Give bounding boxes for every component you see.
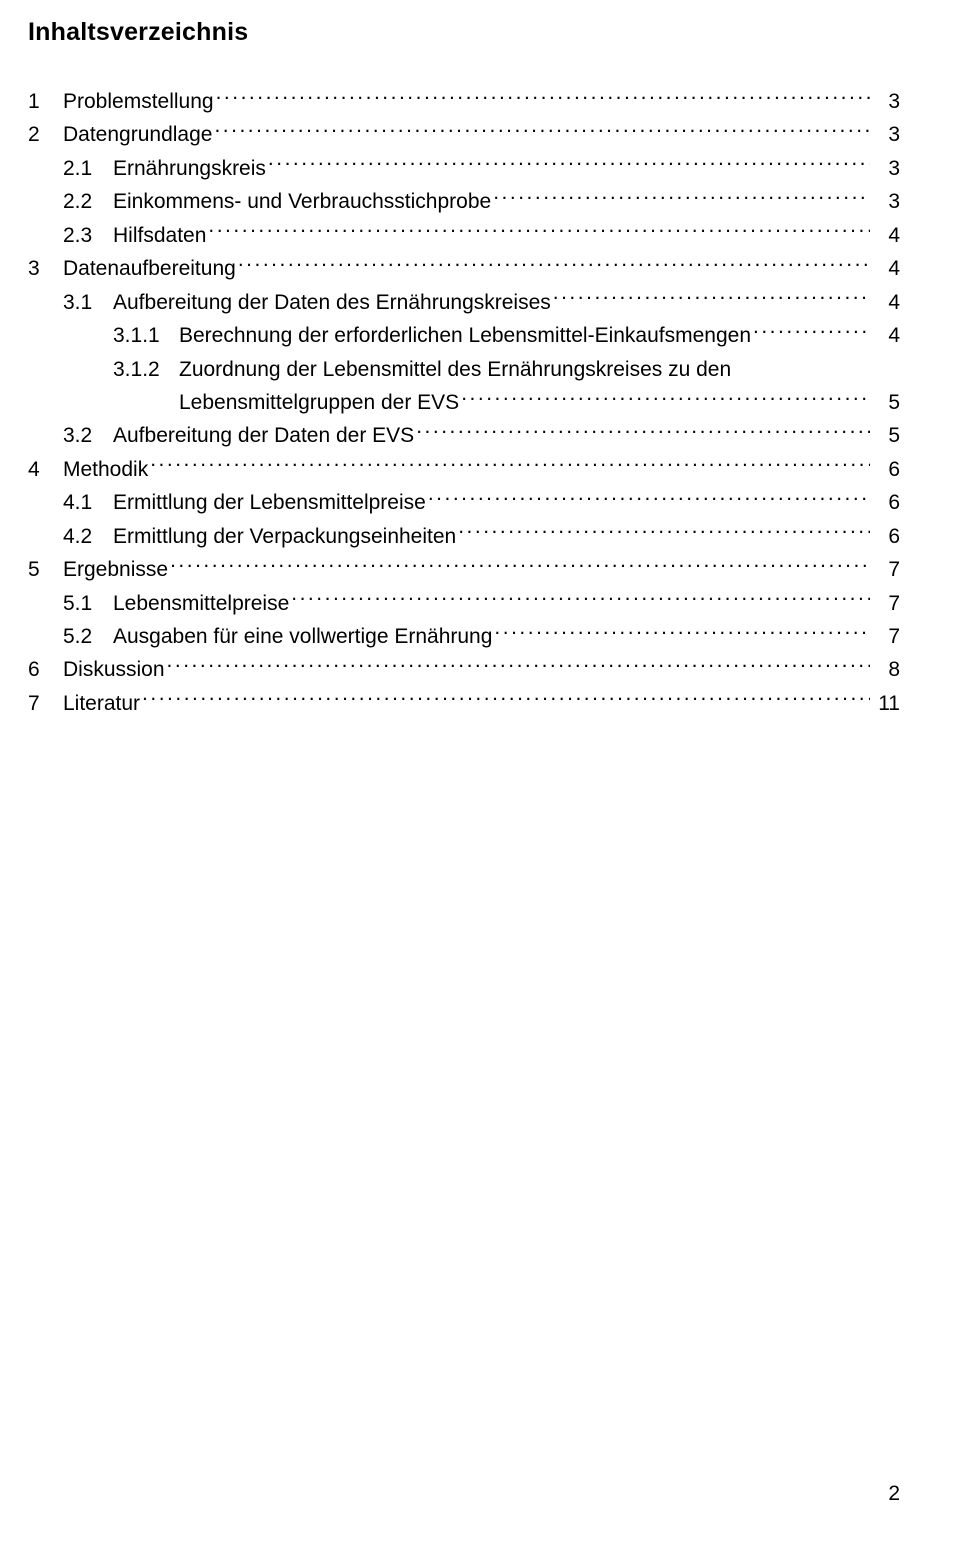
toc-leader-dots (493, 187, 870, 208)
toc-row: 3.1.1 Berechnung der erforderlichen Lebe… (28, 321, 900, 351)
toc-row: 2.2 Einkommens- und Verbrauchsstichprobe… (28, 187, 900, 217)
toc-row: 4.1 Ermittlung der Lebensmittelpreise 6 (28, 488, 900, 518)
toc-page: 5 (870, 421, 900, 451)
toc-page: 11 (870, 689, 900, 719)
toc-page: 6 (870, 488, 900, 518)
toc-number: 3.1 (63, 288, 113, 318)
toc-label: Hilfsdaten (113, 221, 208, 251)
toc-label: Aufbereitung der Daten der EVS (113, 421, 416, 451)
toc-row: 2.3 Hilfsdaten 4 (28, 221, 900, 251)
toc-page: 3 (870, 187, 900, 217)
toc-page: 6 (870, 455, 900, 485)
toc-label: Zuordnung der Lebensmittel des Ernährung… (179, 355, 733, 385)
toc-label: Methodik (63, 455, 150, 485)
toc-number: 3.1.1 (113, 321, 179, 351)
toc-label: Einkommens- und Verbrauchsstichprobe (113, 187, 493, 217)
toc-row: 3.1 Aufbereitung der Daten des Ernährung… (28, 288, 900, 318)
toc-leader-dots (150, 455, 870, 476)
toc-row: 4.2 Ermittlung der Verpackungseinheiten … (28, 522, 900, 552)
toc-number: 4 (28, 455, 63, 485)
toc-page: 5 (870, 388, 900, 418)
toc-page: 7 (870, 622, 900, 652)
toc-number: 2.3 (63, 221, 113, 251)
toc-label: Problemstellung (63, 87, 216, 117)
page-title: Inhaltsverzeichnis (28, 18, 900, 47)
toc-row: 5.2 Ausgaben für eine vollwertige Ernähr… (28, 622, 900, 652)
toc-page: 3 (870, 120, 900, 150)
toc-row: 3.2 Aufbereitung der Daten der EVS 5 (28, 421, 900, 451)
toc-leader-dots (208, 221, 870, 242)
toc-row: 2.1 Ernährungskreis 3 (28, 154, 900, 184)
toc-page: 7 (870, 555, 900, 585)
toc-row: 1 Problemstellung 3 (28, 87, 900, 117)
toc-leader-dots (428, 488, 870, 509)
toc-label: Aufbereitung der Daten des Ernährungskre… (113, 288, 553, 318)
toc-page: 3 (870, 87, 900, 117)
toc-leader-dots (170, 555, 870, 576)
toc-label: Literatur (63, 689, 142, 719)
toc-label: Lebensmittelpreise (113, 589, 291, 619)
toc-leader-dots (458, 522, 870, 543)
toc-row: 2 Datengrundlage 3 (28, 120, 900, 150)
toc-leader-dots (216, 87, 870, 108)
toc-leader-dots (167, 655, 870, 676)
toc-number: 5 (28, 555, 63, 585)
toc-row: 7 Literatur 11 (28, 689, 900, 719)
toc-leader-dots (494, 622, 870, 643)
toc-row: 6 Diskussion 8 (28, 655, 900, 685)
toc-row-continuation: Lebensmittelgruppen der EVS 5 (28, 388, 900, 418)
toc-number: 5.2 (63, 622, 113, 652)
toc-number: 2.2 (63, 187, 113, 217)
toc-number: 4.2 (63, 522, 113, 552)
toc-page: 7 (870, 589, 900, 619)
toc-leader-dots (291, 589, 870, 610)
toc-number: 3.1.2 (113, 355, 179, 385)
toc-label: Ausgaben für eine vollwertige Ernährung (113, 622, 494, 652)
table-of-contents: 1 Problemstellung 3 2 Datengrundlage 3 2… (28, 87, 900, 719)
toc-number: 1 (28, 87, 63, 117)
toc-label: Ergebnisse (63, 555, 170, 585)
toc-leader-dots (142, 689, 870, 710)
toc-page: 6 (870, 522, 900, 552)
toc-page: 4 (870, 221, 900, 251)
toc-leader-dots (416, 421, 870, 442)
toc-page: 8 (870, 655, 900, 685)
toc-number: 3.2 (63, 421, 113, 451)
toc-leader-dots (268, 154, 870, 175)
toc-row: 3.1.2 Zuordnung der Lebensmittel des Ern… (28, 355, 900, 385)
toc-leader-dots (753, 321, 870, 342)
toc-number: 2.1 (63, 154, 113, 184)
toc-label: Datengrundlage (63, 120, 214, 150)
toc-leader-dots (461, 388, 870, 409)
toc-number: 3 (28, 254, 63, 284)
toc-leader-dots (238, 254, 870, 275)
toc-page: 3 (870, 154, 900, 184)
toc-leader-dots (553, 288, 870, 309)
page-number: 2 (888, 1482, 900, 1506)
toc-row: 3 Datenaufbereitung 4 (28, 254, 900, 284)
toc-row: 5.1 Lebensmittelpreise 7 (28, 589, 900, 619)
document-page: Inhaltsverzeichnis 1 Problemstellung 3 2… (0, 0, 960, 1546)
toc-row: 4 Methodik 6 (28, 455, 900, 485)
toc-leader-dots (214, 120, 870, 141)
toc-label: Ermittlung der Lebensmittelpreise (113, 488, 428, 518)
toc-row: 5 Ergebnisse 7 (28, 555, 900, 585)
toc-label: Ernährungskreis (113, 154, 268, 184)
toc-number: 2 (28, 120, 63, 150)
toc-label: Datenaufbereitung (63, 254, 238, 284)
toc-number: 4.1 (63, 488, 113, 518)
toc-label: Lebensmittelgruppen der EVS (179, 388, 461, 418)
toc-page: 4 (870, 288, 900, 318)
toc-number: 6 (28, 655, 63, 685)
toc-page: 4 (870, 254, 900, 284)
toc-label: Ermittlung der Verpackungseinheiten (113, 522, 458, 552)
toc-label: Berechnung der erforderlichen Lebensmitt… (179, 321, 753, 351)
toc-page: 4 (870, 321, 900, 351)
toc-number: 7 (28, 689, 63, 719)
toc-number: 5.1 (63, 589, 113, 619)
toc-label: Diskussion (63, 655, 167, 685)
